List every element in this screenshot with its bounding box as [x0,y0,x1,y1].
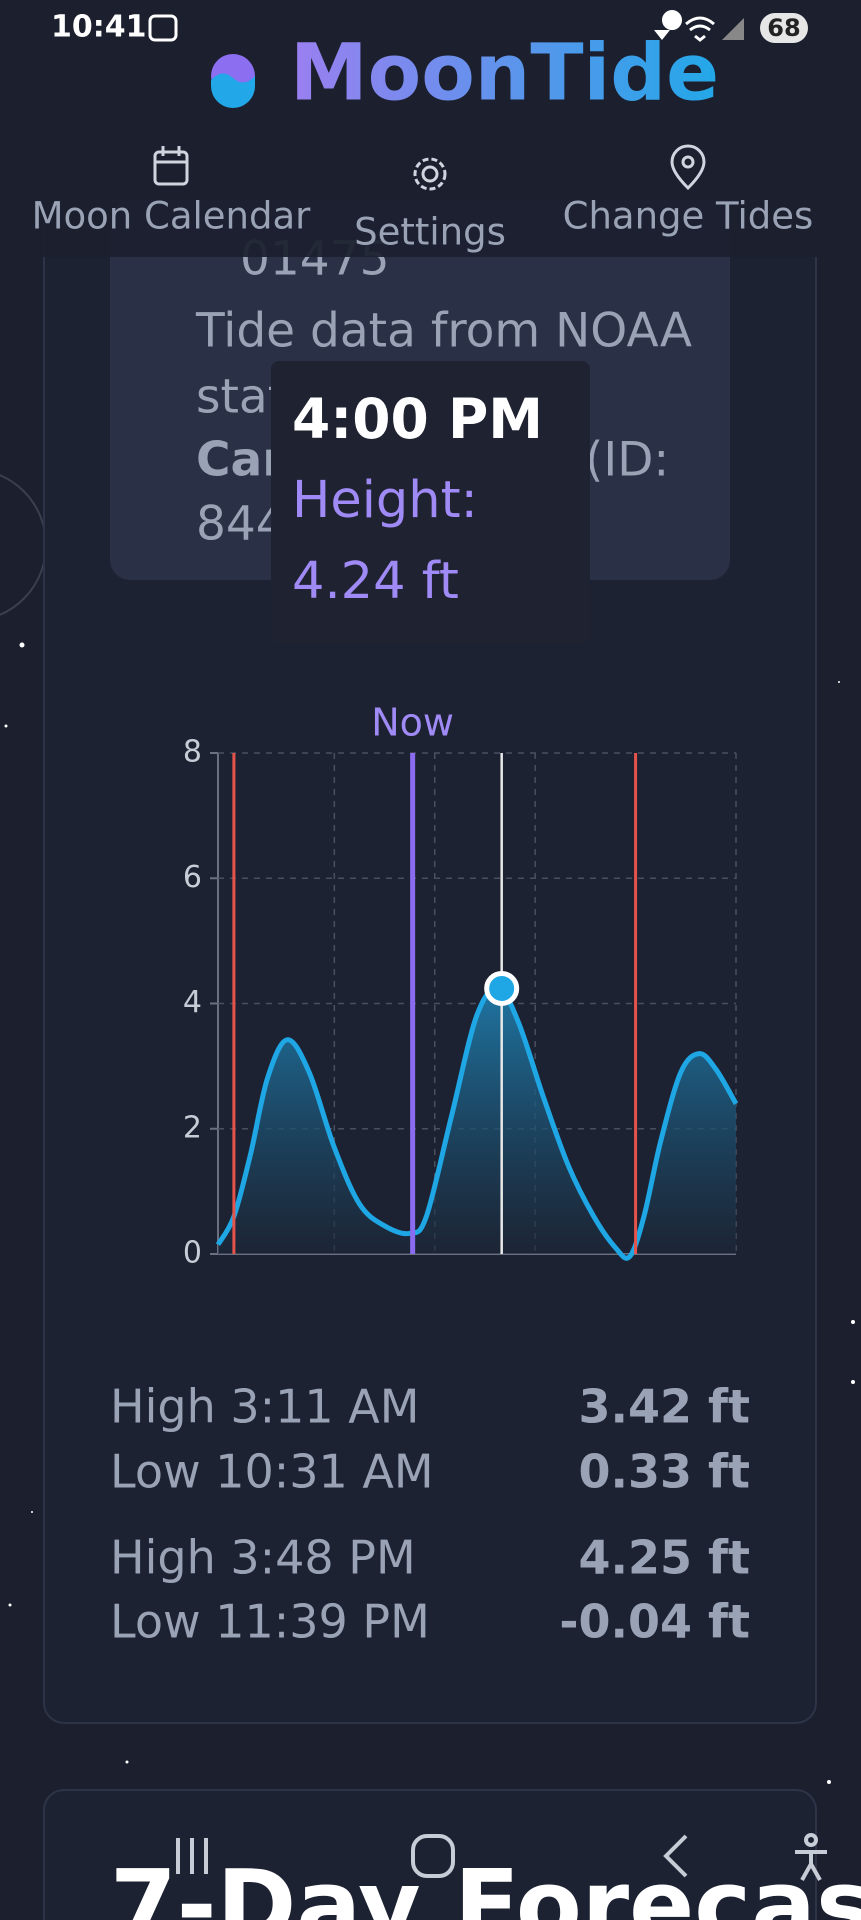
tide-height: 3.42 ft [578,1380,750,1434]
android-nav [176,1833,827,1881]
cursor-point [484,970,520,1006]
y-tick-label: 6 [183,860,202,895]
now-label: Now [371,701,454,745]
y-tick-label: 2 [183,1110,202,1145]
status-signal [722,18,744,40]
status-wifi [685,16,715,42]
nav-moon-calendar[interactable]: Moon Calendar [32,195,312,238]
info-text: Tide data from NOAA [195,304,692,359]
top-bar [0,0,861,257]
status-time: 10:41 [51,10,147,45]
y-tick-label: 0 [183,1236,202,1271]
tide-area [218,987,736,1259]
tide-label: High 3:48 PM [110,1531,416,1585]
nav-accessibility[interactable] [804,1833,818,1847]
nav-recent[interactable] [176,1838,208,1874]
forecast-title: 7-Day Forecast [110,1849,861,1920]
logo-wave [211,73,255,108]
battery-level: 68 [767,14,800,42]
nav-change-tides[interactable]: Change Tides [563,195,814,238]
stars [4,642,855,1784]
y-tick-label: 8 [183,735,202,770]
tooltip [271,361,590,644]
tide-height: -0.04 ft [559,1595,750,1649]
tooltip-value: 4.24 ft [292,552,459,611]
y-tick-label: 4 [183,985,202,1020]
nav-icons [153,144,706,191]
tide-label: Low 11:39 PM [110,1595,430,1649]
nav-back[interactable] [663,1834,688,1878]
tide-height: 0.33 ft [578,1445,750,1499]
status-icon [148,14,178,42]
tide-line [215,985,739,1261]
info-text: (ID: [585,433,669,488]
tide-chart: 0 2 4 6 8 Now [183,701,739,1271]
tooltip-label: Height: [292,471,478,530]
nav-home[interactable] [411,1834,455,1878]
battery [760,13,808,43]
status-location [654,10,682,40]
tide-height: 4.25 ft [578,1531,750,1585]
tooltip-time: 4:00 PM [292,387,543,451]
tide-label: Low 10:31 AM [110,1445,434,1499]
info-text: 844 [196,497,286,552]
nav-settings[interactable]: Settings [354,211,506,254]
tide-label: High 3:11 AM [110,1380,419,1434]
app-title: MoonTide [290,28,719,118]
